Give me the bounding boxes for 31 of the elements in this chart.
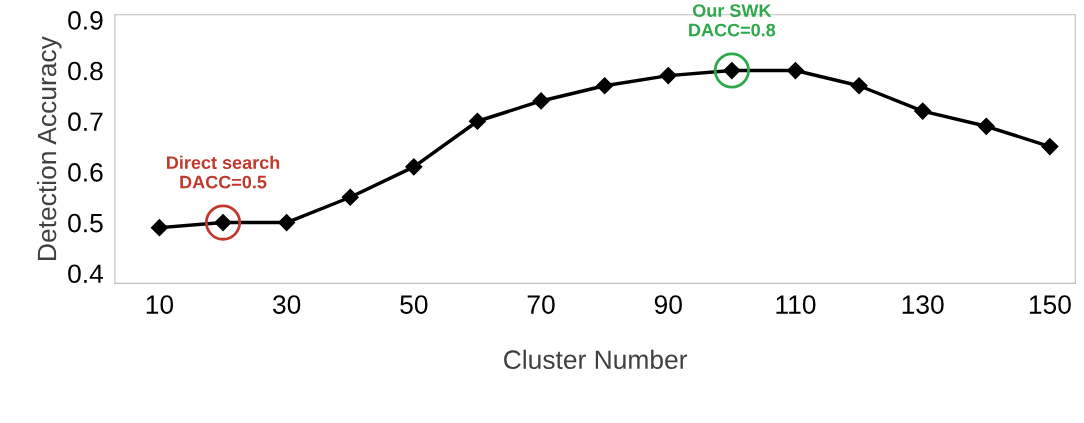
x-tick-label: 50 <box>400 295 428 314</box>
point <box>278 214 296 232</box>
point <box>405 158 423 176</box>
point <box>977 117 995 135</box>
point <box>659 67 677 85</box>
y-tick-label: 0.4 <box>68 264 104 284</box>
x-tick-label: 130 <box>902 295 944 314</box>
point <box>914 102 932 120</box>
x-tick-label: 30 <box>272 295 301 314</box>
point <box>150 219 168 237</box>
point <box>1041 138 1059 156</box>
annotation: Our SWK DACC=0.8 <box>689 4 776 37</box>
y-tick-label: 0.8 <box>68 61 103 81</box>
annotation: Direct search DACC=0.5 <box>167 155 280 189</box>
point <box>341 188 359 206</box>
point <box>532 92 550 110</box>
y-tick-label: 0.5 <box>68 213 103 233</box>
y-axis-title: Detection Accuracy <box>36 36 62 260</box>
x-tick-label: 110 <box>776 295 816 314</box>
y-tick-label: 0.7 <box>68 112 103 132</box>
y-tick-label: 0.6 <box>68 163 103 182</box>
point <box>468 112 487 130</box>
x-tick-label: 150 <box>1029 295 1071 314</box>
point <box>850 77 868 95</box>
point <box>786 62 805 80</box>
x-tick-label: 70 <box>527 295 555 314</box>
y-tick-label: 0.9 <box>68 11 103 30</box>
x-tick-label: 90 <box>654 295 682 314</box>
x-axis-title: Cluster Number <box>504 349 688 370</box>
point <box>596 77 614 95</box>
x-tick-label: 10 <box>146 295 174 314</box>
